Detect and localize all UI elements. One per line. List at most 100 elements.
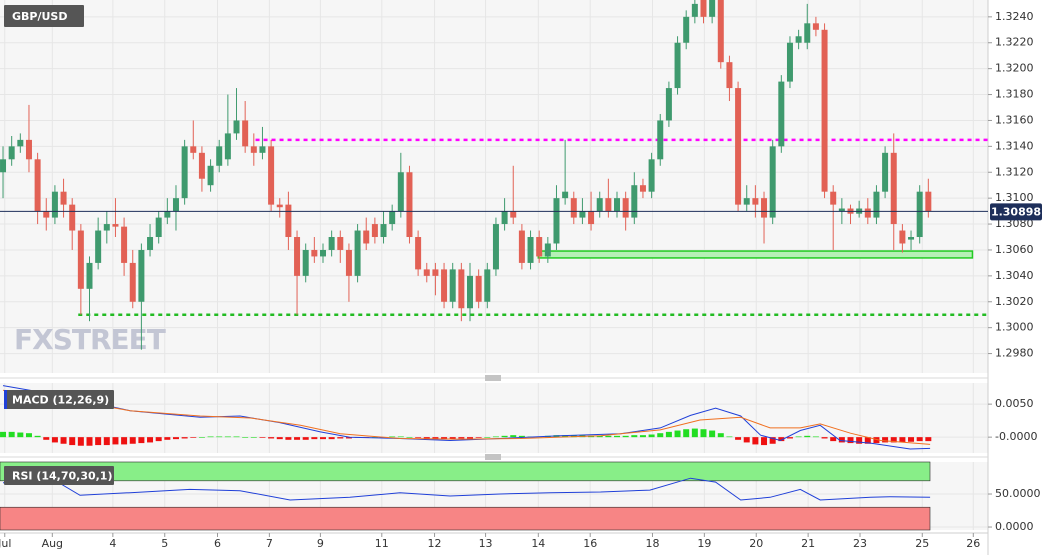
histogram-bar [786, 437, 793, 439]
histogram-bar [778, 437, 785, 442]
candle-body [596, 198, 603, 212]
histogram-bar [302, 437, 309, 440]
histogram-bar [847, 437, 854, 444]
histogram-bar [103, 437, 110, 446]
candle-body [285, 204, 292, 238]
y-tick-label: 1.3060 [995, 243, 1034, 256]
histogram-bar [908, 437, 915, 442]
x-tick-label: 25 [915, 537, 929, 550]
candle-body [588, 211, 595, 225]
histogram-bar [0, 431, 7, 438]
candle-body [77, 230, 84, 289]
candle-body [648, 159, 655, 192]
y-tick-label: 1.3160 [995, 113, 1034, 126]
histogram-bar [492, 436, 499, 438]
histogram-bar [458, 437, 465, 439]
x-tick-label: 16 [583, 537, 597, 550]
histogram-bar [43, 437, 50, 440]
candle-body [484, 269, 491, 302]
y-tick-label: 1.3220 [995, 36, 1034, 49]
histogram-bar [812, 436, 819, 438]
histogram-bar [735, 437, 742, 440]
y-tick-label: 1.3120 [995, 165, 1034, 178]
candle-body [198, 152, 205, 179]
x-tick-label: 21 [801, 537, 815, 550]
candle-body [397, 172, 404, 212]
macd-line [2, 389, 931, 445]
histogram-bar [242, 437, 249, 438]
candle-body [674, 42, 681, 89]
candle-body [51, 191, 58, 218]
panel-title: GBP/USD [12, 10, 67, 23]
candle-body [743, 198, 750, 205]
candle-body [60, 191, 67, 205]
histogram-bar [432, 437, 439, 439]
candle-body [337, 237, 344, 250]
last-price-label: 1.30898 [991, 205, 1041, 218]
support-zone [537, 250, 974, 259]
histogram-bar [121, 437, 128, 445]
candle-body [242, 120, 249, 147]
candle-body [164, 211, 171, 218]
candle-body [925, 191, 932, 212]
y-tick-label: 1.3020 [995, 295, 1034, 308]
candle-body [432, 269, 439, 276]
x-tick-label: 18 [645, 537, 659, 550]
panel-title: MACD (12,26,9) [12, 394, 109, 407]
candle-body [726, 62, 733, 89]
histogram-bar [683, 429, 690, 438]
candle-body [17, 139, 24, 147]
last-price-box [990, 203, 1042, 221]
histogram-bar [821, 437, 828, 439]
panel-background [0, 0, 988, 373]
label-box [4, 390, 114, 409]
histogram-bar [441, 437, 448, 440]
x-tick-label: 9 [317, 537, 324, 550]
histogram-bar [916, 437, 923, 442]
candle-body [492, 224, 499, 270]
y-tick-label: 1.2980 [995, 347, 1034, 360]
histogram-bar [77, 437, 84, 446]
candle-body [34, 159, 41, 212]
candle-body [406, 172, 413, 238]
histogram-bar [319, 437, 326, 440]
histogram-bar [761, 437, 768, 446]
candle-body [700, 0, 707, 17]
resize-handle[interactable] [485, 375, 501, 381]
candle-body [69, 204, 76, 231]
y-tick-label: 50.0000 [995, 487, 1041, 500]
histogram-bar [475, 437, 482, 438]
candle-body [441, 269, 448, 302]
candle-body [769, 146, 776, 218]
histogram-bar [423, 437, 430, 439]
histogram-bar [60, 437, 67, 444]
candle-body [864, 208, 871, 218]
overbought-band [0, 461, 931, 482]
x-tick-label: 20 [749, 537, 763, 550]
histogram-bar [8, 431, 15, 438]
candle-body [510, 211, 517, 218]
histogram-bar [648, 434, 655, 438]
resize-handle[interactable] [485, 454, 501, 460]
candle-body [622, 198, 629, 218]
candle-body [423, 269, 430, 276]
candle-body [821, 29, 828, 192]
candle-body [882, 152, 889, 192]
histogram-bar [726, 436, 733, 438]
x-tick-label: Aug [42, 537, 63, 550]
histogram-bar [709, 430, 716, 438]
candle-body [795, 36, 802, 43]
histogram-bar [250, 437, 257, 438]
histogram-bar [925, 437, 932, 442]
histogram-bar [890, 437, 897, 443]
candle-body [250, 146, 257, 153]
histogram-bar [285, 437, 292, 440]
histogram-bar [769, 437, 776, 444]
candle-body [691, 3, 698, 17]
histogram-bar [259, 437, 266, 438]
histogram-bar [112, 437, 119, 445]
candle-body [233, 120, 240, 134]
candle-body [103, 224, 110, 231]
